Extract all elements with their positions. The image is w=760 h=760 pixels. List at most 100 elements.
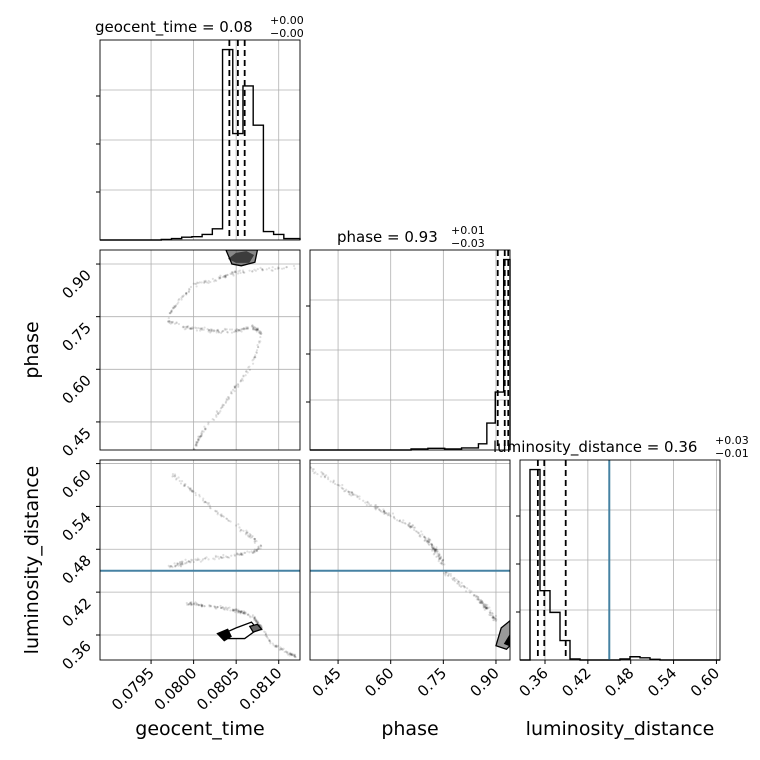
sample-point [426,541,429,544]
sample-point [226,556,229,559]
sample-point [203,425,206,428]
sample-point [489,612,492,615]
sample-point [167,317,170,320]
sample-point [194,558,197,561]
sample-point [239,380,242,383]
sample-point [251,270,254,273]
sample-point [196,281,199,284]
sample-point [201,604,204,608]
sample-point [432,546,435,549]
sample-point [260,545,263,548]
sample-point [195,285,198,288]
sample-point [434,547,437,551]
title-luminosity-distance-sub: −0.01 [715,447,749,460]
sample-point [449,572,452,576]
sample-point [207,330,210,333]
sample-point [185,292,188,295]
sample-point [221,606,224,609]
sample-point [171,475,174,478]
sample-point [197,326,200,330]
sample-point [435,555,438,558]
sample-point [473,593,476,597]
sample-point [226,273,229,277]
sample-point [407,523,410,526]
sample-point [187,560,191,563]
sample-point [187,325,190,328]
sample-point [168,321,171,324]
sample-point [430,542,433,545]
x-tick-label: 0.60 [687,664,723,700]
sample-point [408,525,411,528]
sample-point [268,639,271,642]
sample-point [485,607,488,610]
sample-point [255,540,258,543]
sample-point [242,529,245,532]
sample-point [193,602,196,605]
sample-point [260,625,263,628]
sample-point [275,644,278,647]
sample-point [252,326,255,329]
sample-point [356,496,359,499]
sample-point [249,616,252,619]
sample-point [222,556,225,559]
sample-point [261,269,264,272]
sample-point [484,603,488,606]
sample-point [419,535,422,538]
sample-point [240,610,243,613]
sample-point [215,279,218,282]
sample-point [227,397,231,400]
sample-point [216,329,219,332]
sample-point [427,540,431,544]
sample-point [479,600,483,603]
density-contour [225,250,259,267]
sample-point [224,274,227,277]
sample-point [424,538,427,541]
sample-point [203,279,206,283]
sample-point [483,608,486,611]
sample-point [426,540,429,543]
sample-point [351,491,354,494]
sample-point [214,607,217,610]
sample-point [191,603,194,606]
sample-point [209,280,212,284]
sample-point [217,557,221,560]
sample-point [199,327,202,330]
sample-point [204,280,207,284]
sample-point [180,298,183,301]
sample-point [400,521,403,524]
sample-point [197,438,200,441]
sample-point [217,276,220,279]
sample-point [197,437,200,441]
sample-point [246,327,250,330]
x-label-geocent-time: geocent_time [135,718,264,740]
sample-point [173,473,177,476]
sample-point [236,553,239,556]
sample-point [427,542,430,545]
sample-point [231,609,234,612]
sample-point [348,493,351,496]
sample-point [321,473,324,476]
sample-point [421,533,424,536]
sample-point [231,388,235,391]
sample-point [187,560,190,563]
sample-point [233,385,236,388]
sample-point [337,483,340,487]
sample-point [227,556,231,559]
sample-point [234,330,237,333]
panel-frame [99,249,301,451]
sample-point [177,301,180,304]
sample-point [485,607,489,610]
sample-point [236,328,240,331]
sample-point [198,493,201,497]
sample-point [170,309,173,312]
sample-point [182,484,186,488]
title-luminosity-distance-sup: +0.03 [715,434,749,447]
sample-point [492,616,495,619]
sample-point [194,444,197,447]
sample-point [255,330,258,333]
sample-point [311,468,314,471]
sample-point [178,297,181,301]
sample-point [186,603,189,606]
sample-point [179,563,182,566]
sample-point [285,651,289,654]
